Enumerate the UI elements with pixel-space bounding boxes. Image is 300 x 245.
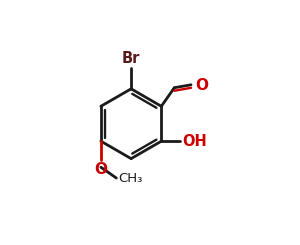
Text: O: O	[195, 78, 208, 93]
Text: OH: OH	[182, 134, 207, 149]
Text: Br: Br	[122, 51, 140, 66]
Text: O: O	[94, 162, 107, 177]
Text: CH₃: CH₃	[118, 172, 142, 184]
